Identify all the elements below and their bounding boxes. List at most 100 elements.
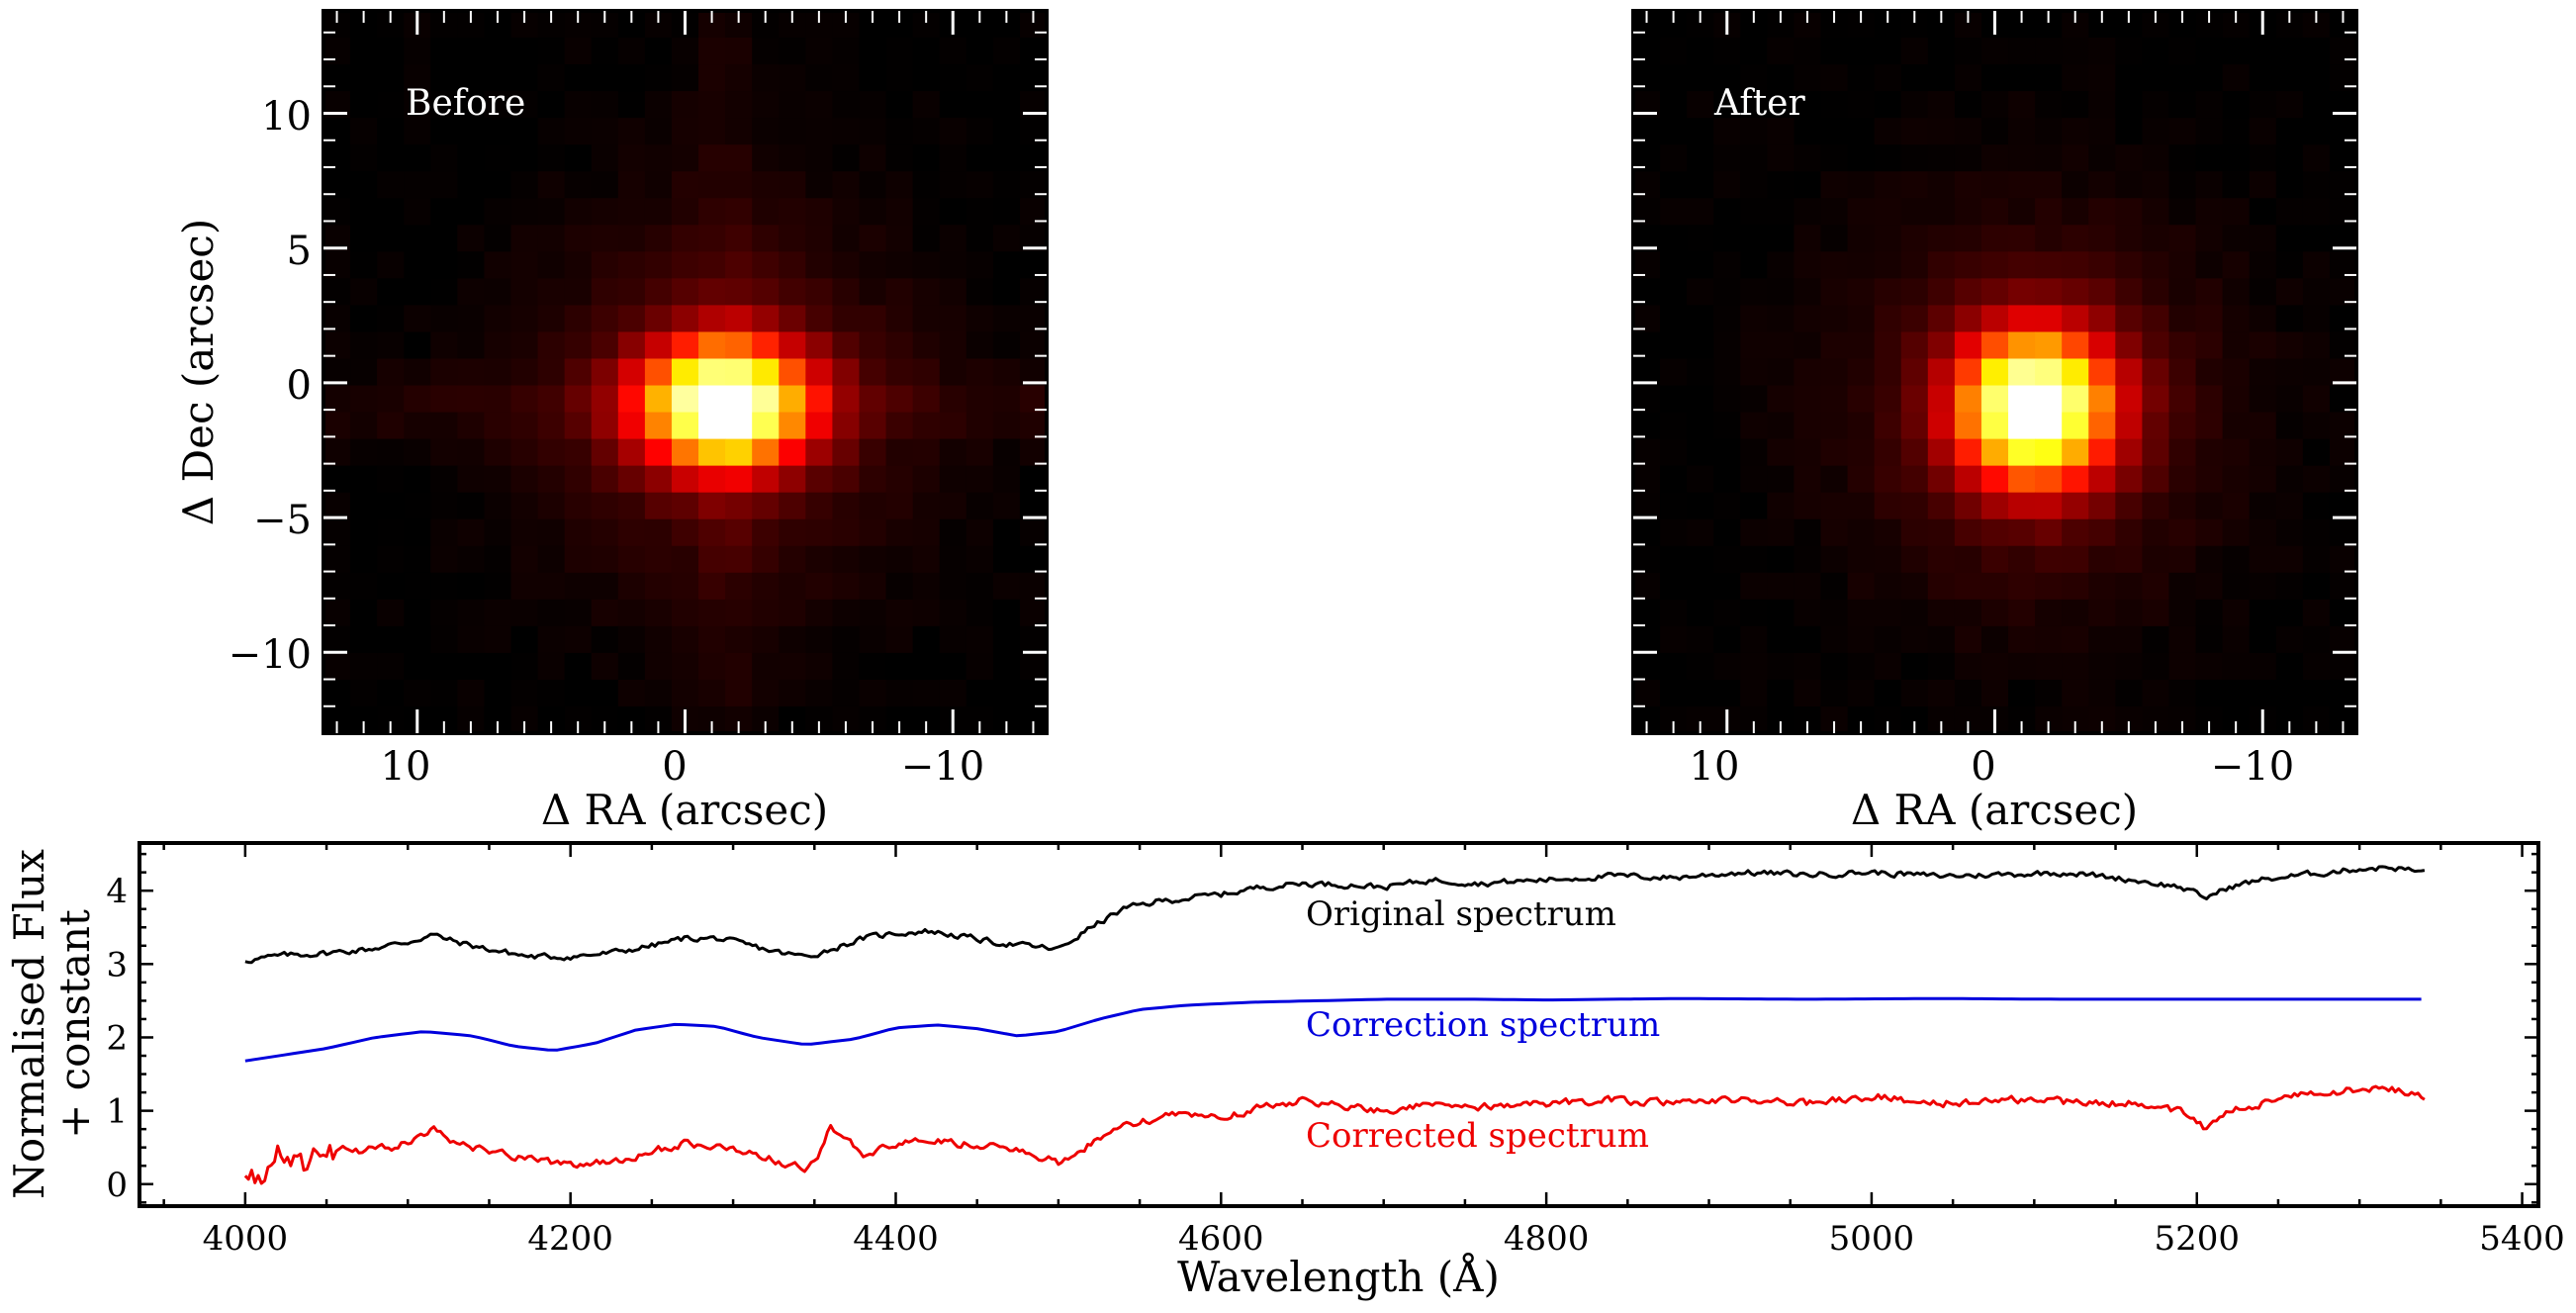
heatmap-cell	[1794, 652, 1822, 681]
heatmap-cell	[805, 171, 833, 199]
spectra-xtick-label: 4600	[1178, 1219, 1264, 1259]
heatmap-cell	[1713, 198, 1741, 226]
heatmap-cell	[1687, 38, 1714, 65]
heatmap-cell	[2035, 518, 2063, 547]
heatmap-cell	[591, 225, 619, 252]
heatmap-cell	[2142, 305, 2170, 333]
heatmap-cell	[617, 198, 646, 226]
heatmap-cell	[939, 278, 967, 307]
heatmap-cell	[2008, 518, 2036, 547]
heatmap-cell	[2222, 64, 2251, 92]
heatmap-cell	[644, 144, 673, 172]
heatmap-cell	[1820, 545, 1849, 574]
heatmap-cell	[1660, 38, 1688, 65]
heatmap-cell	[752, 465, 780, 494]
heatmap-cell	[350, 465, 378, 494]
heatmap-cell	[537, 225, 566, 252]
heatmap-cell	[377, 625, 405, 654]
heatmap-cell	[537, 625, 566, 654]
heatmap-cell	[537, 545, 566, 574]
heatmap-cell	[1820, 251, 1849, 279]
heatmap-cell	[912, 679, 941, 707]
heatmap-cell	[510, 679, 539, 707]
heatmap-cell	[671, 572, 699, 601]
heatmap-cell	[1767, 679, 1795, 707]
heatmap-cell	[2195, 118, 2224, 145]
heatmap-cell	[698, 305, 726, 333]
heatmap-cell	[671, 225, 699, 252]
heatmap-cell	[939, 385, 967, 414]
heatmap-cell	[1713, 385, 1741, 414]
heatmap-cell	[350, 438, 378, 467]
heatmap-cell	[2329, 438, 2356, 467]
heatmap-cell	[1660, 358, 1688, 387]
heatmap-cell	[1847, 198, 1876, 226]
heatmap-cell	[537, 679, 566, 707]
heatmap-cell	[591, 278, 619, 307]
heatmap-cell	[2222, 331, 2251, 360]
heatmap-cell	[1874, 198, 1902, 226]
heatmap-cell	[430, 625, 458, 654]
heatmap-cell	[2195, 438, 2224, 467]
heatmap-cell	[1980, 679, 2009, 707]
heatmap-cell	[1660, 251, 1688, 279]
heatmap-cell	[2195, 64, 2224, 92]
heatmap-cell	[1794, 251, 1822, 279]
heatmap-cell	[510, 144, 539, 172]
heatmap-cell	[617, 358, 646, 387]
heatmap-cell	[457, 251, 486, 279]
heatmap-cell	[1633, 331, 1661, 360]
heatmap-cell	[1954, 331, 1982, 360]
heatmap-cell	[859, 144, 887, 172]
heatmap-cell	[1874, 412, 1902, 440]
heatmap-cell	[671, 144, 699, 172]
heatmap-cell	[1767, 251, 1795, 279]
heatmap-cell	[1927, 545, 1956, 574]
heatmap-cell	[725, 225, 753, 252]
heatmap-cell	[404, 572, 431, 601]
heatmap-cell	[1633, 679, 1661, 707]
heatmap-cell	[725, 331, 753, 360]
heatmap-cell	[966, 198, 994, 226]
heatmap-cell	[1660, 225, 1688, 252]
heatmap-cell	[1794, 144, 1822, 172]
heatmap-cell	[377, 385, 405, 414]
heatmap-cell	[1900, 38, 1929, 65]
heatmap-cell	[2062, 118, 2089, 145]
heatmap-cell	[1820, 118, 1849, 145]
heatmap-cell	[2142, 144, 2170, 172]
heatmap-cell	[537, 465, 566, 494]
heatmap-cell	[992, 38, 1021, 65]
heatmap-cell	[2142, 412, 2170, 440]
heatmap-cell	[2115, 518, 2143, 547]
heatmap-cell	[2249, 652, 2277, 681]
heatmap-cell	[1767, 358, 1795, 387]
heatmap-cell	[2168, 91, 2197, 119]
heatmap-cell	[510, 385, 539, 414]
heatmap-cell	[779, 652, 806, 681]
heatmap-cell	[1019, 331, 1047, 360]
heatmap-cell	[457, 465, 486, 494]
heatmap-cell	[1767, 438, 1795, 467]
heatmap-cell	[1847, 144, 1876, 172]
heatmap-cell	[2088, 625, 2116, 654]
heatmap-cell	[404, 465, 431, 494]
heatmap-cell	[2062, 652, 2089, 681]
heatmap-cell	[510, 358, 539, 387]
heatmap-cell	[1740, 412, 1768, 440]
heatmap-cell	[1687, 251, 1714, 279]
heatmap-cell	[725, 358, 753, 387]
heatmap-cell	[377, 358, 405, 387]
heatmap-cell	[671, 38, 699, 65]
heatmap-cell	[779, 412, 806, 440]
heatmap-cell	[1980, 358, 2009, 387]
heatmap-cell	[2008, 144, 2036, 172]
heatmap-cell	[591, 198, 619, 226]
heatmap-cell	[779, 305, 806, 333]
heatmap-cell	[859, 625, 887, 654]
heatmap-cell	[2035, 625, 2063, 654]
heatmap-cell	[2222, 572, 2251, 601]
heatmap-cell	[2008, 118, 2036, 145]
heatmap-cell	[617, 278, 646, 307]
heatmap-cell	[2142, 225, 2170, 252]
